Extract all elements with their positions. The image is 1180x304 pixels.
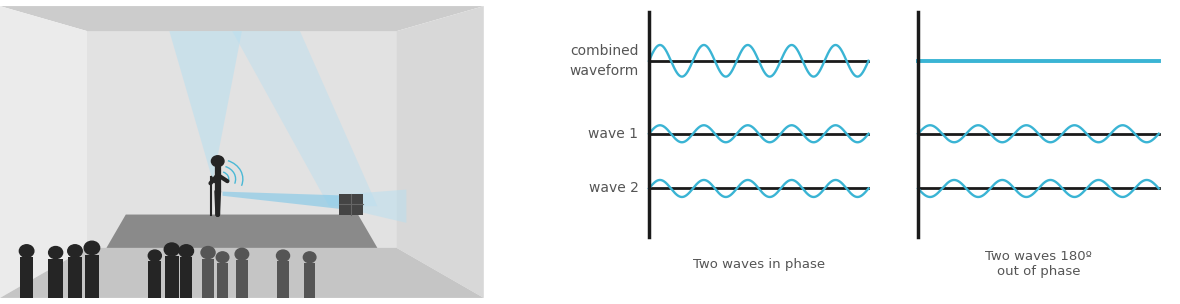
- Polygon shape: [353, 189, 406, 223]
- Circle shape: [84, 241, 99, 254]
- Text: Two waves 180º
out of phase: Two waves 180º out of phase: [985, 250, 1092, 278]
- Text: wave 2: wave 2: [589, 181, 638, 195]
- Circle shape: [211, 156, 224, 167]
- Text: combined
waveform: combined waveform: [569, 44, 638, 78]
- Polygon shape: [87, 31, 396, 248]
- Circle shape: [216, 252, 229, 263]
- Polygon shape: [0, 6, 484, 31]
- Polygon shape: [85, 254, 99, 298]
- Circle shape: [67, 245, 83, 257]
- Polygon shape: [232, 31, 378, 206]
- Polygon shape: [304, 263, 315, 298]
- Circle shape: [303, 252, 316, 263]
- Polygon shape: [236, 260, 248, 298]
- Polygon shape: [181, 257, 192, 298]
- Text: wave 1: wave 1: [589, 127, 638, 141]
- Polygon shape: [217, 263, 228, 298]
- Circle shape: [235, 248, 249, 260]
- Polygon shape: [396, 6, 484, 298]
- Circle shape: [48, 247, 63, 259]
- Polygon shape: [106, 215, 378, 248]
- Polygon shape: [223, 192, 353, 210]
- Polygon shape: [165, 256, 178, 298]
- Polygon shape: [149, 261, 162, 298]
- Polygon shape: [202, 259, 215, 298]
- Polygon shape: [277, 261, 289, 298]
- Polygon shape: [0, 248, 484, 298]
- Polygon shape: [170, 31, 242, 181]
- Polygon shape: [0, 6, 87, 298]
- Polygon shape: [339, 194, 362, 215]
- Circle shape: [201, 247, 215, 259]
- Polygon shape: [20, 257, 33, 298]
- Circle shape: [19, 245, 34, 257]
- Circle shape: [276, 250, 289, 261]
- Polygon shape: [68, 257, 81, 298]
- Circle shape: [149, 250, 162, 261]
- Circle shape: [164, 243, 179, 256]
- Circle shape: [179, 245, 194, 257]
- Text: Two waves in phase: Two waves in phase: [693, 258, 825, 271]
- Polygon shape: [48, 259, 64, 298]
